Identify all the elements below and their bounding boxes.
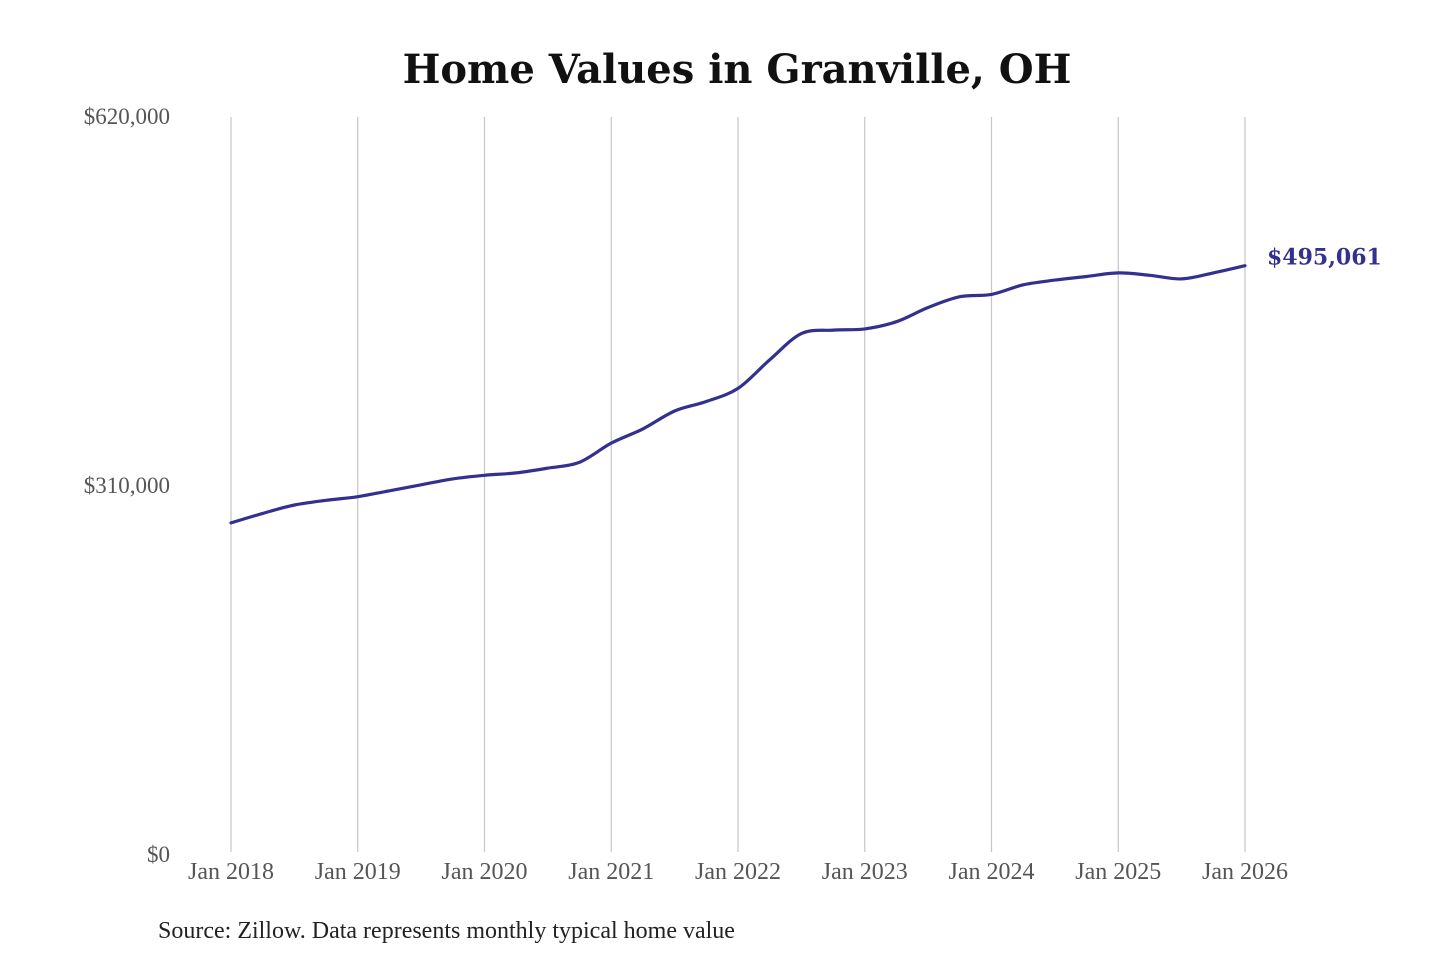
x-tick-label: Jan 2024 xyxy=(949,859,1035,885)
x-tick-label: Jan 2022 xyxy=(695,859,781,885)
gridlines xyxy=(230,117,1246,852)
end-value-label: $495,061 xyxy=(1267,245,1382,271)
series-group xyxy=(229,264,1247,525)
x-axis-ticks: Jan 2018 Jan 2019 Jan 2020 Jan 2021 Jan 2022… xyxy=(188,859,1288,885)
x-tick-label: Jan 2025 xyxy=(1075,859,1161,885)
y-tick-label: $620,000 xyxy=(84,104,170,129)
x-tick-label: Jan 2023 xyxy=(822,859,908,885)
x-tick-label: Jan 2021 xyxy=(568,859,654,885)
x-tick-label: Jan 2018 xyxy=(188,859,274,885)
x-tick-label: Jan 2020 xyxy=(442,859,528,885)
chart-title: Home Values in Granville, OH xyxy=(403,46,1072,93)
source-note: Source: Zillow. Data represents monthly … xyxy=(158,918,735,944)
series-line xyxy=(229,264,1247,525)
y-axis-ticks: $620,000 $310,000 $0 xyxy=(84,104,170,867)
y-tick-label: $310,000 xyxy=(84,473,170,498)
x-tick-label: Jan 2026 xyxy=(1202,859,1288,885)
x-tick-label: Jan 2019 xyxy=(315,859,401,885)
y-tick-label: $0 xyxy=(147,842,170,867)
